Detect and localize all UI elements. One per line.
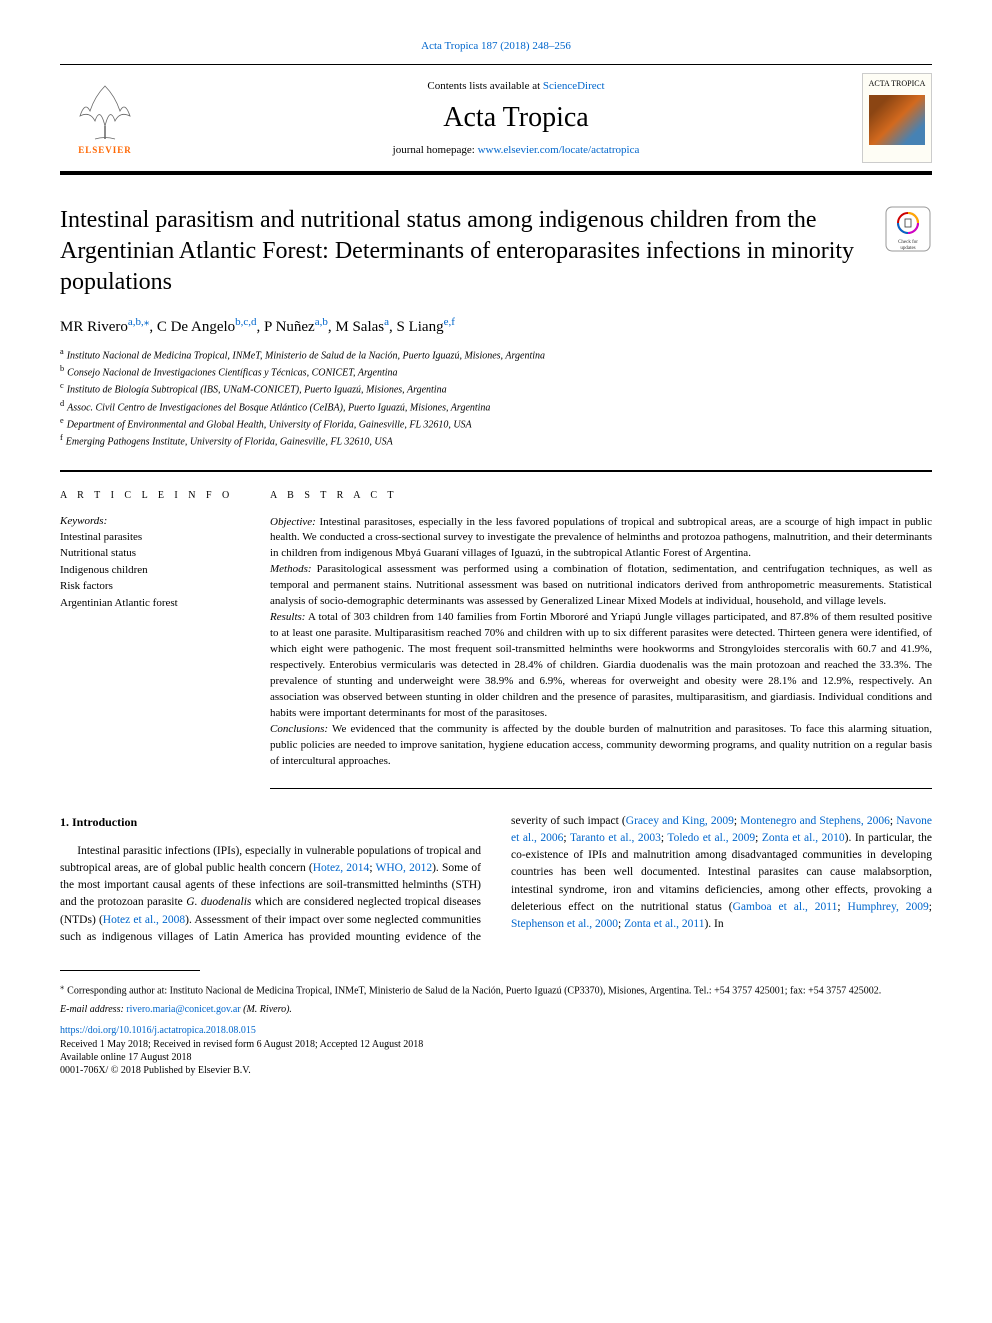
conclusions-label: Conclusions: xyxy=(270,723,328,735)
affil-c: cInstituto de Biología Subtropical (IBS,… xyxy=(60,380,932,397)
ref-link[interactable]: Montenegro and Stephens, 2006 xyxy=(740,815,890,827)
author-3-affil[interactable]: a,b xyxy=(315,316,328,328)
journal-cover: ACTA TROPICA xyxy=(862,73,932,163)
doi-line: https://doi.org/10.1016/j.actatropica.20… xyxy=(60,1025,932,1036)
keyword: Intestinal parasites xyxy=(60,529,246,546)
author-1: MR Rivero xyxy=(60,319,128,335)
available-line: Available online 17 August 2018 xyxy=(60,1052,932,1063)
results-label: Results: xyxy=(270,611,305,623)
elsevier-tree-icon xyxy=(70,81,140,141)
cover-title: ACTA TROPICA xyxy=(869,80,926,89)
ref-link[interactable]: Stephenson et al., 2000 xyxy=(511,918,618,930)
ref-link[interactable]: Toledo et al., 2009 xyxy=(667,832,755,844)
homepage-link[interactable]: www.elsevier.com/locate/actatropica xyxy=(478,144,640,156)
intro-heading: 1. Introduction xyxy=(60,813,481,831)
corresponding-author: ⁎Corresponding author at: Instituto Naci… xyxy=(60,981,932,998)
email-name: (M. Rivero). xyxy=(243,1004,292,1015)
affil-e: eDepartment of Environmental and Global … xyxy=(60,415,932,432)
introduction-section: 1. Introduction Intestinal parasitic inf… xyxy=(60,813,932,947)
ref-link[interactable]: Zonta et al., 2010 xyxy=(762,832,845,844)
keyword: Indigenous children xyxy=(60,562,246,579)
author-1-affil[interactable]: a,b, xyxy=(128,316,144,328)
ref-link[interactable]: Gracey and King, 2009 xyxy=(626,815,734,827)
ref-link[interactable]: Zonta et al., 2011 xyxy=(624,918,704,930)
sciencedirect-link[interactable]: ScienceDirect xyxy=(543,80,605,92)
citation-header: Acta Tropica 187 (2018) 248–256 xyxy=(60,40,932,52)
check-updates-icon[interactable]: Check for updates xyxy=(884,205,932,253)
email-line: E-mail address: rivero.maria@conicet.gov… xyxy=(60,1004,932,1015)
affil-f: fEmerging Pathogens Institute, Universit… xyxy=(60,432,932,449)
svg-text:updates: updates xyxy=(900,246,915,251)
keyword: Risk factors xyxy=(60,578,246,595)
corr-text: Corresponding author at: Instituto Nacio… xyxy=(67,985,881,996)
copyright-line: 0001-706X/ © 2018 Published by Elsevier … xyxy=(60,1065,932,1076)
contents-line: Contents lists available at ScienceDirec… xyxy=(170,80,862,92)
author-4: , M Salas xyxy=(328,319,384,335)
title-row: Intestinal parasitism and nutritional st… xyxy=(60,205,932,299)
journal-name: Acta Tropica xyxy=(170,102,862,134)
footer-separator xyxy=(60,970,200,971)
header-center: Contents lists available at ScienceDirec… xyxy=(170,80,862,156)
conclusions-text: We evidenced that the community is affec… xyxy=(270,723,932,767)
elsevier-logo: ELSEVIER xyxy=(60,73,150,163)
author-5: , S Liang xyxy=(389,319,444,335)
affil-d: dAssoc. Civil Centro de Investigaciones … xyxy=(60,398,932,415)
abstract-heading: A B S T R A C T xyxy=(270,490,932,501)
corr-marker: ⁎ xyxy=(60,982,64,991)
abstract-col: A B S T R A C T Objective: Intestinal pa… xyxy=(270,471,932,789)
abstract-text: Objective: Intestinal parasitoses, espec… xyxy=(270,515,932,789)
affiliations: aInstituto Nacional de Medicina Tropical… xyxy=(60,346,932,450)
ref-link[interactable]: Hotez, 2014 xyxy=(313,862,370,874)
ref-link[interactable]: Gamboa et al., 2011 xyxy=(733,901,838,913)
homepage-text: journal homepage: xyxy=(393,144,475,156)
keywords-label: Keywords: xyxy=(60,515,246,527)
svg-text:Check for: Check for xyxy=(898,240,918,245)
ref-link[interactable]: Taranto et al., 2003 xyxy=(570,832,661,844)
intro-para-1: Intestinal parasitic infections (IPIs), … xyxy=(60,813,932,947)
objective-text: Intestinal parasitoses, especially in th… xyxy=(270,516,932,560)
ref-link[interactable]: Hotez et al., 2008 xyxy=(103,914,185,926)
journal-header-box: ELSEVIER Contents lists available at Sci… xyxy=(60,64,932,175)
article-info-heading: A R T I C L E I N F O xyxy=(60,490,246,501)
citation-link[interactable]: Acta Tropica 187 (2018) 248–256 xyxy=(421,40,571,52)
ref-link[interactable]: WHO, 2012 xyxy=(376,862,433,874)
cover-image xyxy=(869,95,925,145)
info-abstract-row: A R T I C L E I N F O Keywords: Intestin… xyxy=(60,470,932,789)
received-line: Received 1 May 2018; Received in revised… xyxy=(60,1039,932,1050)
objective-label: Objective: xyxy=(270,516,316,528)
keyword: Argentinian Atlantic forest xyxy=(60,595,246,612)
author-5-affil[interactable]: e,f xyxy=(444,316,455,328)
ref-link[interactable]: Humphrey, 2009 xyxy=(848,901,929,913)
email-link[interactable]: rivero.maria@conicet.gov.ar xyxy=(126,1004,240,1015)
author-2: , C De Angelo xyxy=(149,319,235,335)
doi-link[interactable]: https://doi.org/10.1016/j.actatropica.20… xyxy=(60,1025,256,1036)
authors-line: MR Riveroa,b,⁎, C De Angelob,c,d, P Nuñe… xyxy=(60,315,932,336)
contents-text: Contents lists available at xyxy=(427,80,540,92)
keyword: Nutritional status xyxy=(60,545,246,562)
author-3: , P Nuñez xyxy=(257,319,315,335)
methods-text: Parasitological assessment was performed… xyxy=(270,563,932,607)
results-text: A total of 303 children from 140 familie… xyxy=(270,611,932,719)
elsevier-label: ELSEVIER xyxy=(78,145,132,155)
methods-label: Methods: xyxy=(270,563,312,575)
keywords-list: Intestinal parasites Nutritional status … xyxy=(60,529,246,612)
article-info-col: A R T I C L E I N F O Keywords: Intestin… xyxy=(60,471,270,789)
author-2-affil[interactable]: b,c,d xyxy=(235,316,256,328)
email-label: E-mail address: xyxy=(60,1004,124,1015)
homepage-line: journal homepage: www.elsevier.com/locat… xyxy=(170,144,862,156)
article-title: Intestinal parasitism and nutritional st… xyxy=(60,205,884,299)
affil-b: bConsejo Nacional de Investigaciones Cie… xyxy=(60,363,932,380)
affil-a: aInstituto Nacional de Medicina Tropical… xyxy=(60,346,932,363)
